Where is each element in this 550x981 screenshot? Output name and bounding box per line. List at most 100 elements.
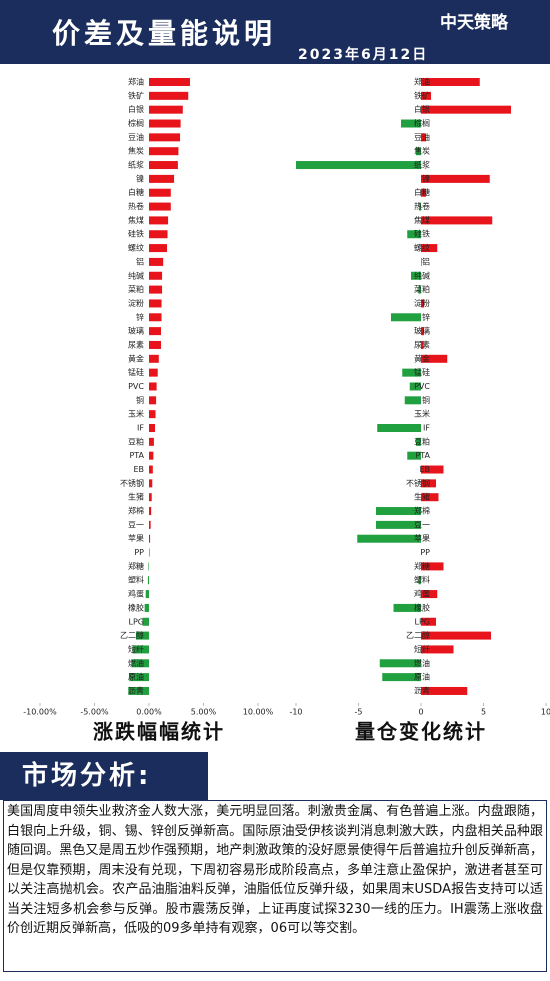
category-label: PVC (414, 382, 430, 391)
bar (421, 479, 436, 488)
category-label: 苹果 (128, 533, 144, 543)
category-label: LPG (129, 617, 144, 626)
bar (421, 216, 493, 225)
charts: -10.00% -5.00% 0.00% 5.00% 10.00% 郑油铁矿白银棕榈豆油焦… (23, 77, 550, 744)
category-label: 铝 (422, 256, 430, 266)
category-label: 镍 (136, 173, 144, 183)
bar (142, 617, 149, 626)
bar (149, 479, 153, 488)
category-label: PP (420, 548, 430, 557)
bar (149, 91, 189, 100)
category-label: PVC (128, 382, 144, 391)
bar (132, 645, 149, 654)
category-label: 不锈钢 (406, 478, 430, 488)
bar (149, 188, 171, 197)
category-label: 玉米 (128, 409, 144, 419)
bar (149, 271, 163, 280)
bar (149, 507, 152, 516)
bar (149, 327, 161, 336)
category-label: 豆油 (414, 132, 430, 142)
bar (149, 534, 151, 543)
category-label: 短纤 (128, 644, 144, 654)
category-label: 棕榈 (128, 118, 144, 128)
bar (421, 354, 448, 363)
category-label: 乙二醇 (120, 630, 144, 640)
bar (421, 91, 431, 100)
bar (149, 410, 156, 419)
category-label: 玻璃 (128, 326, 144, 336)
category-label: 锌 (422, 312, 430, 322)
category-label: 焦煤 (414, 215, 430, 225)
bar (419, 202, 421, 211)
bar (421, 188, 426, 197)
bar (407, 230, 421, 239)
category-label: 纸浆 (414, 160, 430, 170)
category-label: 鸡蛋 (128, 589, 144, 599)
category-label: 豆粕 (414, 436, 430, 446)
logo: 中天策略 (440, 13, 508, 33)
bar (149, 340, 161, 349)
category-label: 焦炭 (414, 146, 430, 156)
category-label: 短纤 (414, 644, 430, 654)
category-label: 塑料 (414, 575, 430, 585)
bar (421, 340, 424, 349)
bar (379, 659, 421, 668)
bar (149, 299, 162, 308)
category-label: 黄金 (128, 353, 144, 363)
category-label: 豆油 (128, 132, 144, 142)
category-label: 郑棉 (128, 506, 144, 516)
bar (416, 437, 421, 446)
bar (421, 133, 426, 142)
category-label: 铝 (136, 256, 144, 266)
category-label: 白糖 (128, 187, 144, 197)
category-label: 原油 (128, 672, 144, 682)
category-label: 螺纹 (128, 243, 144, 253)
bar (149, 202, 171, 211)
category-label: 玉米 (414, 409, 430, 419)
x-tick-label: -10 (289, 708, 302, 717)
category-label: 沥青 (128, 685, 144, 695)
category-label: 塑料 (128, 575, 144, 585)
bar (149, 396, 157, 405)
category-label: 苹果 (414, 533, 430, 543)
bar (131, 659, 149, 668)
category-label: LPG (415, 617, 430, 626)
bar (149, 216, 169, 225)
category-label: 郑糖 (414, 561, 430, 571)
bar (411, 271, 421, 280)
category-label: PTA (415, 451, 430, 460)
category-label: 豆一 (128, 520, 144, 529)
category-label: 纸浆 (128, 160, 144, 170)
category-label: 铜 (422, 395, 430, 405)
category-label: EB (419, 465, 430, 474)
category-label: 锌 (136, 312, 144, 322)
category-label: 不锈钢 (120, 478, 144, 488)
bar (149, 174, 175, 183)
bar (407, 451, 421, 460)
category-label: 燃油 (128, 658, 144, 668)
header: 价差及量能说明 2023年6月12日 中天策略 (0, 0, 550, 64)
bar (418, 285, 421, 294)
category-label: 尿素 (128, 339, 144, 349)
category-label: 白银 (414, 104, 430, 114)
category-label: 螺纹 (414, 243, 430, 253)
category-label: 菜粕 (414, 284, 430, 294)
bar (149, 119, 181, 128)
category-label: 豆粕 (128, 436, 144, 446)
category-label: 镍 (422, 173, 430, 183)
category-label: 乙二醇 (406, 630, 430, 640)
bar (149, 78, 190, 86)
category-label: 郑糖 (128, 561, 144, 571)
x-tick-label: 5 (481, 708, 486, 717)
category-label: 淀粉 (128, 298, 144, 308)
category-label: 热卷 (128, 201, 144, 211)
analysis-title: 市场分析: (0, 752, 208, 800)
category-label: PP (134, 548, 144, 557)
bar (144, 603, 149, 612)
bar (421, 631, 491, 640)
category-label: 铁矿 (414, 90, 430, 100)
bar (149, 147, 179, 156)
category-label: 生猪 (414, 492, 430, 502)
bar (421, 299, 425, 308)
